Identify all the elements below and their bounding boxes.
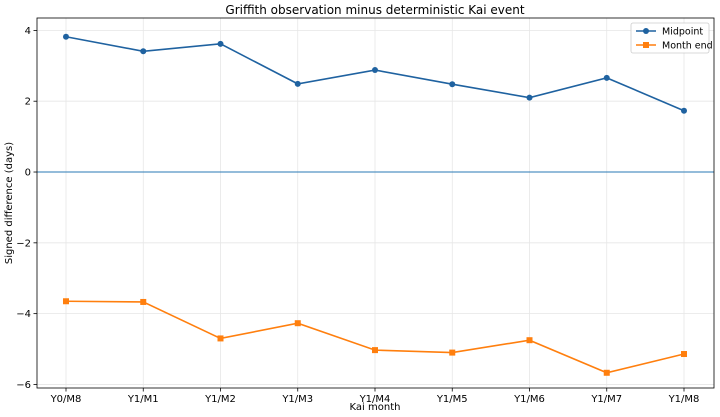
data-point-month-end <box>217 335 224 342</box>
y-tick-label: −2 <box>16 238 31 249</box>
x-tick-label: Y1/M2 <box>204 394 236 405</box>
y-tick-label: −4 <box>16 309 31 320</box>
x-tick-label: Y1/M5 <box>436 394 468 405</box>
data-point-month-end <box>603 369 610 376</box>
data-point-midpoint <box>217 40 224 47</box>
data-point-month-end <box>294 320 301 327</box>
y-axis-label: Signed difference (days) <box>4 142 15 264</box>
legend-label-month-end: Month end <box>662 41 713 52</box>
legend-marker-midpoint <box>643 28 649 34</box>
data-point-midpoint <box>449 81 456 88</box>
data-point-month-end <box>63 298 69 305</box>
x-tick-label: Y0/M8 <box>50 394 82 405</box>
x-tick-label: Y1/M7 <box>590 394 622 405</box>
data-point-month-end <box>372 347 378 354</box>
data-point-month-end <box>140 298 147 305</box>
x-axis-ticks: Y0/M8 Y1/M1 Y1/M2 Y1/M3 Y1/M4 Y1/M5 Y1/M6 Y1/M7… <box>50 388 700 405</box>
y-tick-label: 0 <box>25 168 31 179</box>
data-point-month-end <box>526 337 533 344</box>
data-point-midpoint <box>63 33 69 40</box>
y-axis-ticks: 4 2 0 −2 −4 −6 <box>16 26 37 391</box>
x-tick-label: Y1/M4 <box>359 394 391 405</box>
data-point-midpoint <box>140 48 147 55</box>
plot-frame <box>36 17 715 389</box>
y-tick-label: −6 <box>16 380 31 391</box>
y-tick-label: 4 <box>25 26 31 37</box>
data-point-month-end <box>449 349 456 356</box>
data-point-midpoint <box>681 107 687 114</box>
x-tick-label: Y1/M6 <box>513 394 545 405</box>
x-tick-label: Y1/M1 <box>127 394 159 405</box>
x-tick-label: Y1/M8 <box>668 394 700 405</box>
data-point-midpoint <box>526 94 533 101</box>
y-tick-label: 2 <box>25 97 31 108</box>
x-tick-label: Y1/M3 <box>281 394 313 405</box>
data-point-month-end <box>681 351 687 358</box>
legend: Midpoint Month end <box>630 22 713 54</box>
data-point-midpoint <box>294 80 301 87</box>
series-group <box>63 33 687 376</box>
legend-label-midpoint: Midpoint <box>662 27 703 38</box>
legend-marker-month-end <box>643 42 649 48</box>
x-axis-label: Kai month <box>350 402 401 413</box>
data-point-midpoint <box>603 74 610 81</box>
data-point-midpoint <box>372 67 378 74</box>
chart-title: Griffith observation minus deterministic… <box>225 3 524 17</box>
